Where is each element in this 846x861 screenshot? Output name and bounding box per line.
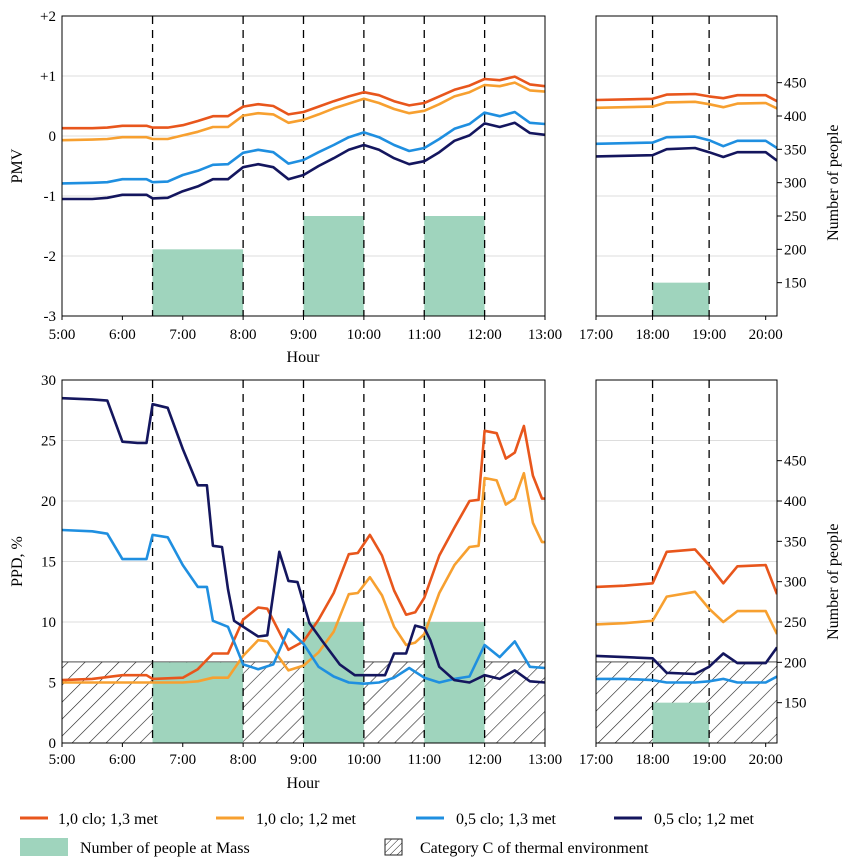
ppd-right-tick-label: 300 bbox=[784, 575, 807, 591]
ppd-y-tick-label: 25 bbox=[41, 434, 56, 450]
pmv-x-tick-label: 17:00 bbox=[579, 327, 613, 343]
pmv-x-tick-label: 5:00 bbox=[49, 327, 76, 343]
ppd-x-tick-label: 5:00 bbox=[49, 752, 76, 768]
pmv-x-tick-label: 8:00 bbox=[230, 327, 257, 343]
legend: 1,0 clo; 1,3 met 1,0 clo; 1,2 met 0,5 cl… bbox=[20, 811, 755, 857]
pmv-series-line-4 bbox=[596, 146, 777, 162]
ppd-right-tick-label: 450 bbox=[784, 454, 807, 470]
ppd-right-tick-label: 150 bbox=[784, 696, 807, 712]
ppd-x-axis-label: Hour bbox=[287, 775, 321, 792]
pmv-series-line-2 bbox=[596, 100, 777, 110]
ppd-people-bar bbox=[652, 702, 710, 743]
ppd-x-tick-label: 11:00 bbox=[407, 752, 441, 768]
pmv-right-tick-label: 450 bbox=[784, 76, 807, 92]
ppd-y-tick-label: 20 bbox=[41, 494, 56, 510]
pmv-x-tick-label: 13:00 bbox=[528, 327, 562, 343]
pmv-right-tick-label: 250 bbox=[784, 209, 807, 225]
ppd-x-tick-label: 10:00 bbox=[347, 752, 381, 768]
pmv-right-tick-label: 200 bbox=[784, 242, 807, 258]
pmv-panel-evening: 17:00 18:00 19:00 20:00 150 200 250 300 350 400 45… bbox=[579, 15, 807, 343]
legend-label-category: Category C of thermal environment bbox=[420, 840, 649, 857]
pmv-y-tick-label: -3 bbox=[44, 309, 57, 325]
ppd-right-tick-label: 400 bbox=[784, 494, 807, 510]
ppd-people-bar bbox=[424, 622, 485, 743]
pmv-x-axis-label: Hour bbox=[287, 349, 321, 366]
pmv-right-tick-label: 400 bbox=[784, 109, 807, 125]
ppd-panel-morning: 5:00 6:00 7:00 8:00 9:00 10:00 11:00 12:00 13:00… bbox=[41, 373, 562, 768]
pmv-y-axis-label: PMV bbox=[9, 148, 26, 183]
ppd-x-tick-label: 7:00 bbox=[169, 752, 196, 768]
pmv-panel-morning: 5:00 6:00 7:00 8:00 9:00 10:00 11:00 12:00 13:00… bbox=[40, 9, 562, 343]
legend-label-people: Number of people at Mass bbox=[80, 840, 250, 857]
ppd-series-line-1 bbox=[596, 548, 777, 595]
legend-swatch-people bbox=[20, 838, 68, 856]
legend-swatch-category bbox=[384, 838, 403, 856]
ppd-y-tick-label: 0 bbox=[49, 736, 57, 752]
pmv-right-axis-label: Number of people bbox=[825, 124, 842, 240]
pmv-right-tick-label: 300 bbox=[784, 176, 807, 192]
pmv-people-bar bbox=[303, 216, 364, 316]
pmv-y-tick-label: -2 bbox=[44, 249, 57, 265]
ppd-series-line-4 bbox=[62, 396, 545, 684]
ppd-y-tick-label: 30 bbox=[41, 373, 56, 389]
ppd-chart: 5:00 6:00 7:00 8:00 9:00 10:00 11:00 12:00 13:00… bbox=[9, 373, 842, 792]
ppd-x-tick-label: 19:00 bbox=[692, 752, 726, 768]
pmv-x-tick-label: 11:00 bbox=[407, 327, 441, 343]
ppd-x-tick-label: 12:00 bbox=[468, 752, 502, 768]
pmv-series-line-1 bbox=[62, 75, 545, 130]
legend-label-s4: 0,5 clo; 1,2 met bbox=[654, 811, 755, 828]
pmv-x-tick-label: 18:00 bbox=[635, 327, 669, 343]
pmv-x-tick-label: 6:00 bbox=[109, 327, 136, 343]
ppd-y-tick-label: 10 bbox=[41, 615, 56, 631]
pmv-people-bar bbox=[652, 282, 710, 316]
pmv-x-tick-label: 20:00 bbox=[749, 327, 783, 343]
pmv-x-tick-label: 7:00 bbox=[169, 327, 196, 343]
ppd-x-tick-label: 18:00 bbox=[635, 752, 669, 768]
ppd-x-tick-label: 17:00 bbox=[579, 752, 613, 768]
ppd-x-tick-label: 13:00 bbox=[528, 752, 562, 768]
pmv-people-bar bbox=[152, 249, 244, 316]
legend-label-s1: 1,0 clo; 1,3 met bbox=[58, 811, 159, 828]
pmv-right-tick-label: 350 bbox=[784, 142, 807, 158]
ppd-series-line-2 bbox=[62, 471, 545, 684]
ppd-right-tick-label: 200 bbox=[784, 655, 807, 671]
ppd-y-tick-label: 5 bbox=[49, 676, 57, 692]
pmv-series-line-4 bbox=[62, 121, 545, 201]
pmv-x-tick-label: 9:00 bbox=[290, 327, 317, 343]
pmv-series-line-2 bbox=[62, 81, 545, 142]
pmv-series-line-3 bbox=[62, 110, 545, 185]
ppd-y-tick-label: 15 bbox=[41, 555, 56, 571]
ppd-right-tick-label: 250 bbox=[784, 615, 807, 631]
pmv-chart: 5:00 6:00 7:00 8:00 9:00 10:00 11:00 12:00 13:00… bbox=[9, 9, 842, 366]
ppd-panel-evening: 17:00 18:00 19:00 20:00 150 200 250 300 350 400 45… bbox=[579, 379, 807, 768]
ppd-plot-frame bbox=[595, 379, 778, 744]
ppd-series-line-1 bbox=[62, 424, 545, 682]
pmv-y-tick-label: +2 bbox=[40, 9, 56, 25]
legend-label-s3: 0,5 clo; 1,3 met bbox=[456, 811, 557, 828]
pmv-y-tick-label: -1 bbox=[44, 189, 57, 205]
ppd-series-line-3 bbox=[596, 675, 777, 684]
pmv-series-line-1 bbox=[596, 92, 777, 103]
ppd-x-tick-label: 6:00 bbox=[109, 752, 136, 768]
pmv-x-tick-label: 12:00 bbox=[468, 327, 502, 343]
pmv-people-bar bbox=[424, 216, 485, 316]
ppd-right-axis-label: Number of people bbox=[825, 523, 842, 639]
pmv-y-tick-label: 0 bbox=[49, 129, 57, 145]
ppd-series-line-4 bbox=[596, 646, 777, 676]
ppd-series-line-2 bbox=[596, 590, 777, 635]
ppd-y-axis-label: PPD, % bbox=[9, 536, 26, 587]
pmv-y-tick-label: +1 bbox=[40, 69, 56, 85]
pmv-series-line-3 bbox=[596, 135, 777, 150]
ppd-series-line-3 bbox=[62, 528, 545, 686]
ppd-x-tick-label: 8:00 bbox=[230, 752, 257, 768]
legend-label-s2: 1,0 clo; 1,2 met bbox=[256, 811, 357, 828]
pmv-plot-frame bbox=[595, 15, 778, 317]
ppd-x-tick-label: 20:00 bbox=[749, 752, 783, 768]
ppd-right-tick-label: 350 bbox=[784, 534, 807, 550]
pmv-x-tick-label: 10:00 bbox=[347, 327, 381, 343]
ppd-x-tick-label: 9:00 bbox=[290, 752, 317, 768]
pmv-x-tick-label: 19:00 bbox=[692, 327, 726, 343]
pmv-right-tick-label: 150 bbox=[784, 276, 807, 292]
